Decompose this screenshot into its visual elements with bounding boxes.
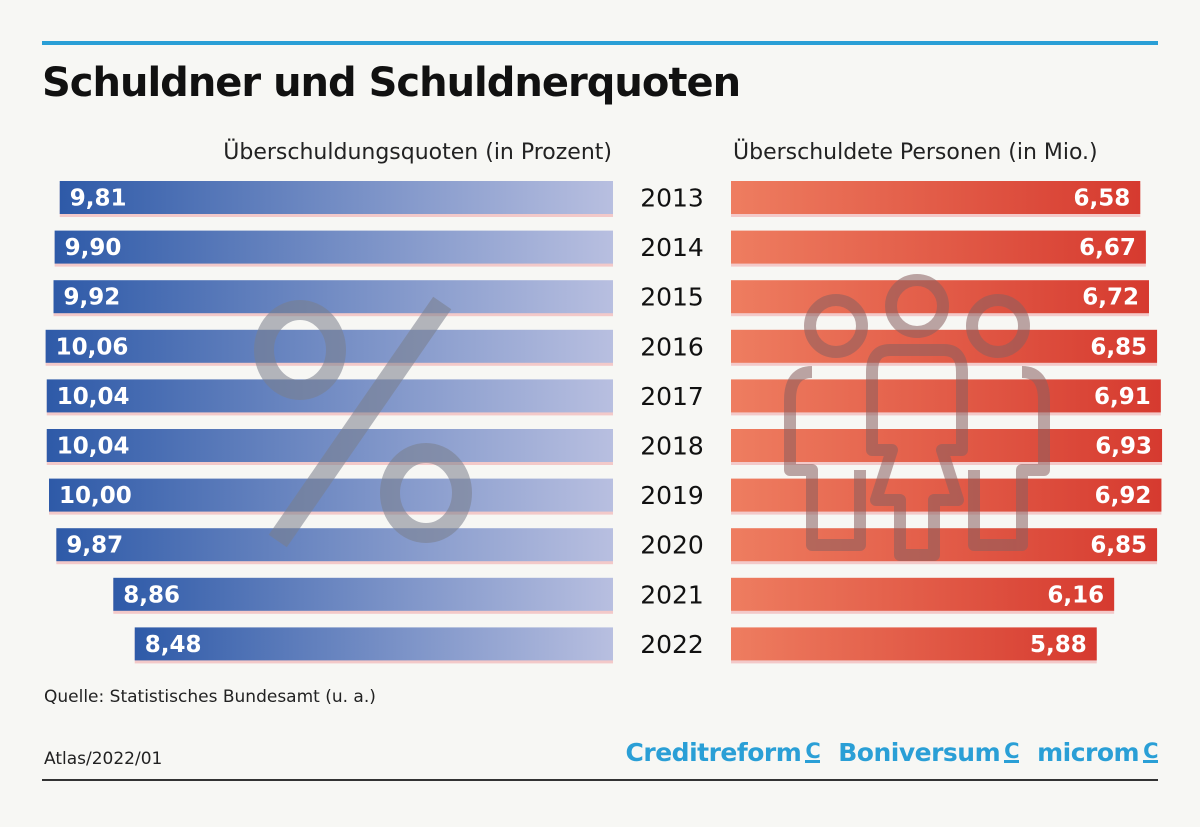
year-label: 2017: [640, 382, 704, 411]
right-bar-value-label: 6,72: [1082, 285, 1139, 311]
year-label: 2019: [640, 481, 704, 510]
year-label: 2020: [640, 531, 704, 560]
left-bar-value-label: 9,87: [66, 533, 123, 559]
right-bar-value-label: 6,16: [1047, 582, 1104, 608]
left-bar-value-label: 8,86: [123, 582, 180, 608]
right-bar: [731, 230, 1146, 264]
right-bar: [731, 181, 1141, 214]
left-bar-value-label: 10,06: [56, 334, 129, 360]
year-labels-group: 2013 2014 2015 2016 2017 2018 2019 2020 2021 2022: [640, 184, 704, 659]
logo-row: Creditreform C Boniversum C microm C: [625, 738, 1159, 767]
right-bar-value-label: 6,91: [1094, 384, 1151, 410]
creditreform-logo: Creditreform C: [625, 738, 821, 767]
right-bar-value-label: 5,88: [1030, 632, 1087, 658]
year-label: 2018: [640, 432, 704, 461]
left-bar-value-label: 8,48: [145, 632, 202, 658]
left-chart-title: Überschuldungsquoten (in Prozent): [223, 140, 612, 165]
right-bar-value-label: 6,67: [1079, 235, 1136, 261]
left-bar: [134, 627, 613, 661]
page-title: Schuldner und Schuldnerquoten: [42, 60, 741, 106]
right-bar: [731, 577, 1115, 611]
left-bar: [59, 181, 613, 214]
left-bar: [53, 280, 613, 314]
top-rule: [42, 41, 1158, 45]
left-bar: [56, 528, 613, 562]
left-bars-group: 9,81 9,90 9,92 10,06 10,04 10,04 10,00 9,878,86…: [45, 181, 614, 664]
left-bar-value-label: 10,04: [57, 434, 130, 460]
right-chart-title: Überschuldete Personen (in Mio.): [733, 140, 1098, 165]
left-bar: [113, 577, 614, 611]
source-note: Quelle: Statistisches Bundesamt (u. a.): [44, 687, 376, 707]
right-bar-value-label: 6,85: [1090, 334, 1147, 360]
boniversum-logo: Boniversum C: [838, 738, 1020, 767]
right-bar-value-label: 6,85: [1090, 533, 1147, 559]
year-label: 2016: [640, 332, 704, 361]
left-bar: [49, 478, 613, 512]
people-icon: [784, 274, 1050, 561]
right-bar: [731, 379, 1161, 413]
left-bar: [54, 230, 613, 264]
left-bar-value-label: 10,00: [59, 483, 132, 509]
microm-logo: microm C: [1037, 738, 1158, 767]
year-label: 2013: [640, 184, 704, 213]
left-bar-value-label: 10,04: [57, 384, 130, 410]
left-bar-value-label: 9,92: [64, 285, 121, 311]
atlas-reference: Atlas/2022/01: [44, 749, 163, 769]
right-bar: [731, 528, 1158, 562]
right-bar-value-label: 6,93: [1095, 434, 1152, 460]
bottom-rule: [42, 779, 1158, 781]
year-label: 2014: [640, 233, 704, 262]
percent-icon: [254, 296, 472, 548]
right-bar-value-label: 6,92: [1095, 483, 1152, 509]
right-bar-value-label: 6,58: [1074, 186, 1131, 212]
left-bar-value-label: 9,81: [70, 186, 127, 212]
year-label: 2022: [640, 630, 704, 659]
left-bar-value-label: 9,90: [65, 235, 122, 261]
year-label: 2015: [640, 283, 704, 312]
right-bar: [731, 627, 1097, 661]
year-label: 2021: [640, 580, 704, 609]
